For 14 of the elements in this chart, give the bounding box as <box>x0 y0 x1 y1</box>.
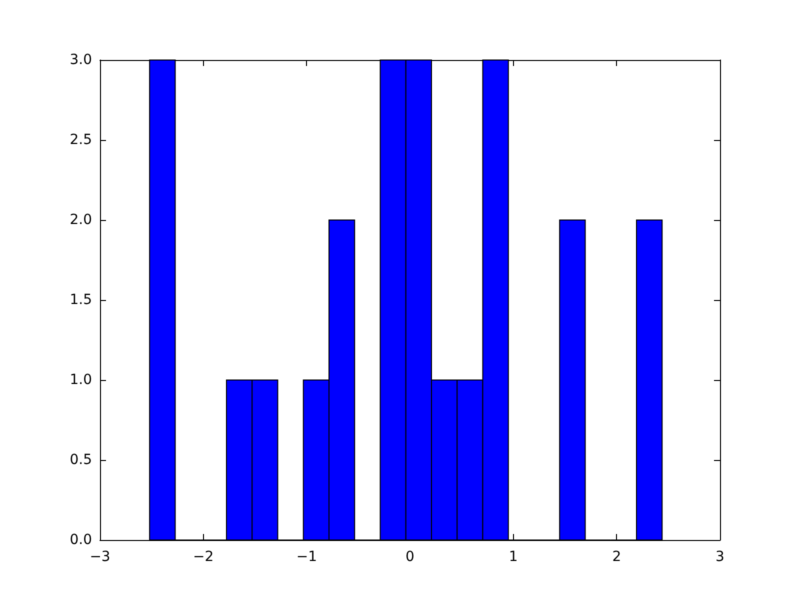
y-tick-label: 2.0 <box>70 212 92 228</box>
y-tick-label: 2.5 <box>70 132 92 148</box>
x-tick-label: 0 <box>406 549 414 565</box>
x-tick-label: −3 <box>90 549 110 565</box>
x-tick-label: −2 <box>193 549 214 565</box>
y-tick-label: 3.0 <box>70 52 92 68</box>
x-tick-label: 2 <box>612 549 622 565</box>
x-tick-label: 3 <box>716 549 724 565</box>
y-tick-label: 0.0 <box>70 532 92 548</box>
y-tick-label: 0.5 <box>70 452 92 468</box>
x-tick-label: −1 <box>296 549 317 565</box>
x-tick-label: 1 <box>508 549 518 565</box>
y-tick-label: 1.0 <box>70 372 92 388</box>
y-tick-label: 1.5 <box>70 292 92 308</box>
